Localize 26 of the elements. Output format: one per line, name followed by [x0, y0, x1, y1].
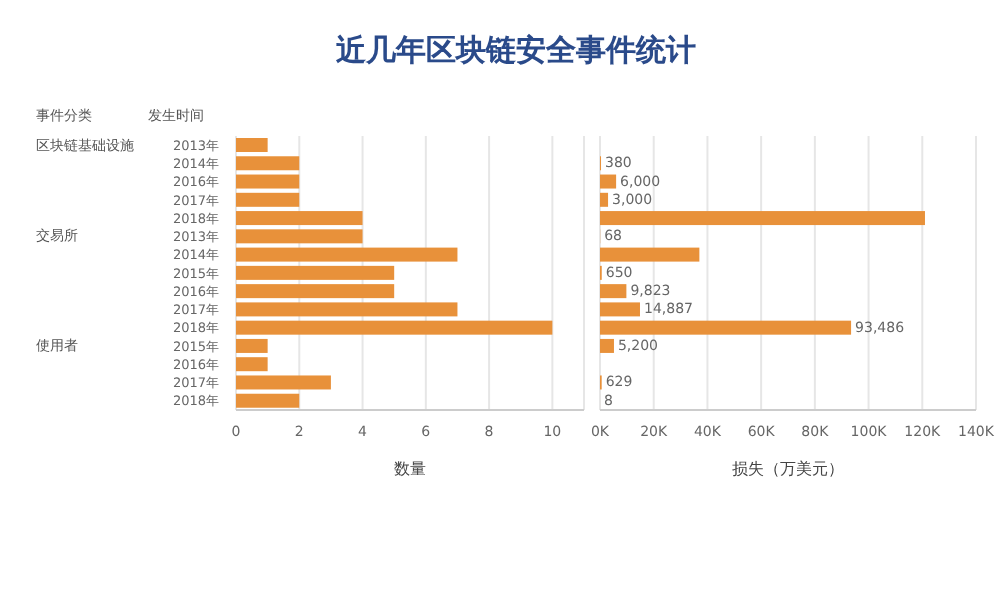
bar: [600, 174, 617, 189]
bar: [236, 375, 331, 390]
bar: [600, 211, 925, 226]
bar: [236, 284, 395, 299]
bar: [600, 338, 614, 353]
bar: [236, 357, 268, 372]
bar: [236, 138, 268, 152]
bar: [236, 320, 553, 335]
bar: [236, 156, 300, 171]
bar: [236, 247, 458, 262]
bar: [600, 192, 609, 207]
x-axis-title: 数量: [394, 460, 426, 478]
bar: [236, 192, 300, 207]
bar: [236, 211, 363, 226]
chart-title: 近几年区块链安全事件统计: [334, 32, 698, 70]
bar: [600, 247, 700, 262]
bar: [236, 302, 458, 317]
bar: [600, 320, 852, 335]
bar: [236, 265, 395, 280]
bar: [236, 174, 300, 189]
bar: [600, 284, 627, 299]
bar: [600, 302, 640, 317]
bar: [236, 338, 268, 353]
bar: [236, 229, 363, 244]
x-axis-title: 损失（万美元）: [732, 460, 844, 478]
bar: [236, 393, 300, 408]
